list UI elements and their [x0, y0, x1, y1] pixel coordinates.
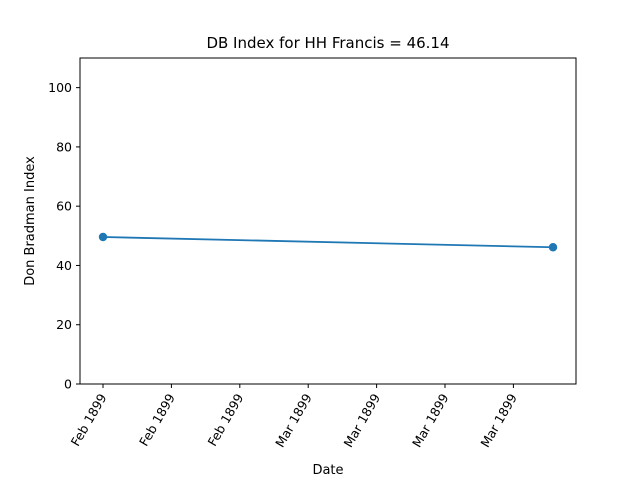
y-tick-label: 20 — [56, 317, 72, 332]
plot-series — [98, 232, 558, 252]
data-point — [98, 232, 108, 242]
y-tick-label: 0 — [64, 377, 72, 392]
y-tick-label: 40 — [56, 258, 72, 273]
chart-title: DB Index for HH Francis = 46.14 — [206, 34, 449, 52]
series-line — [102, 236, 554, 249]
y-tick-label: 100 — [48, 80, 72, 95]
y-axis-label: Don Bradman Index — [23, 156, 38, 286]
y-axis: 0 20 40 60 80 100 — [48, 80, 80, 392]
x-axis-label: Date — [312, 463, 343, 478]
y-tick-label: 80 — [56, 139, 72, 154]
data-point — [548, 243, 558, 252]
y-tick-label: 60 — [56, 199, 72, 214]
plot-frame — [79, 57, 577, 385]
